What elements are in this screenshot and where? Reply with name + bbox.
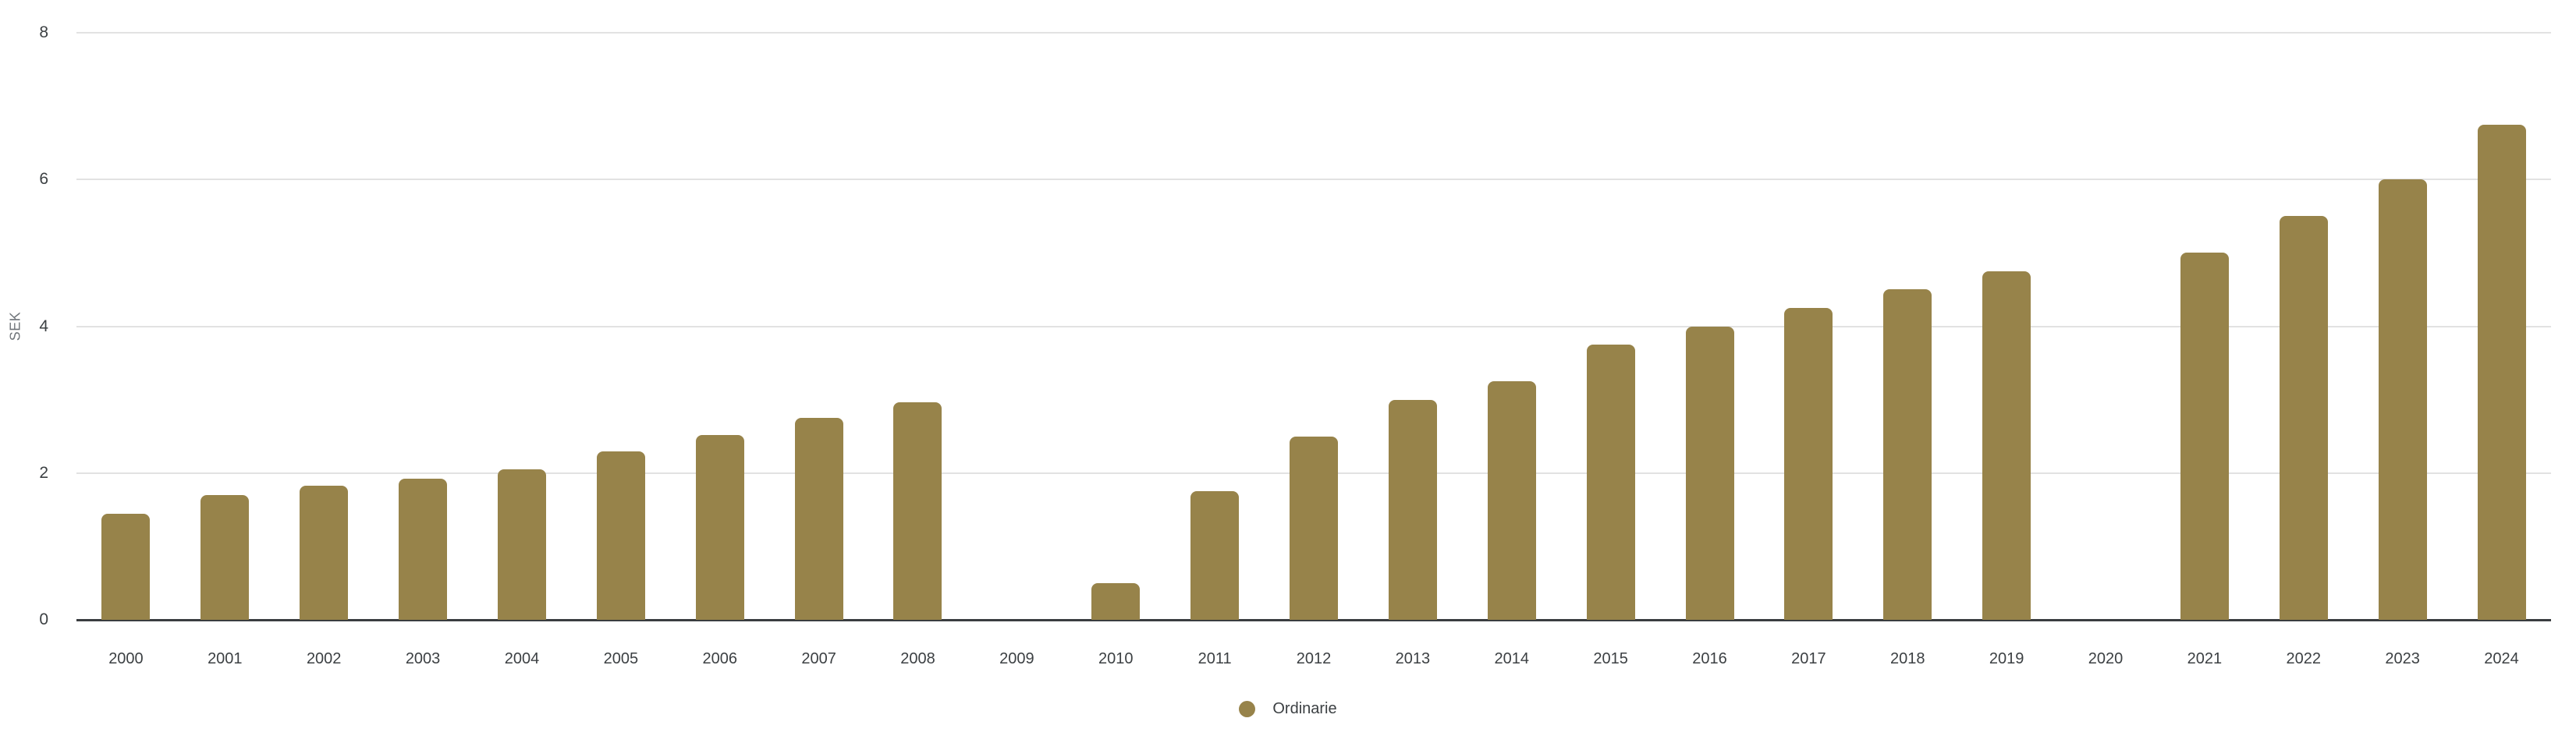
x-label-2003: 2003 [405, 650, 441, 667]
bar-2000[interactable] [101, 513, 151, 620]
x-label-2012: 2012 [1296, 650, 1332, 667]
x-label-2021: 2021 [2187, 650, 2223, 667]
x-label-2020: 2020 [2088, 650, 2124, 667]
bar-2022[interactable] [2279, 216, 2328, 620]
bar-2004[interactable] [497, 469, 546, 620]
bar-2019[interactable] [1982, 271, 2031, 620]
bar-2016[interactable] [1685, 326, 1734, 620]
x-label-2019: 2019 [1989, 650, 2024, 667]
y-tick-4: 4 [39, 317, 48, 335]
bar-2012[interactable] [1290, 436, 1338, 620]
x-label-2011: 2011 [1198, 650, 1232, 667]
legend-color-dot [1239, 701, 1256, 717]
x-label-2017: 2017 [1791, 650, 1826, 667]
gridline-4 [76, 325, 2551, 327]
x-label-2008: 2008 [900, 650, 935, 667]
x-axis-line [76, 619, 2551, 621]
x-label-2023: 2023 [2385, 650, 2420, 667]
bar-2005[interactable] [596, 451, 645, 620]
x-label-2002: 2002 [306, 650, 342, 667]
bar-2006[interactable] [695, 434, 744, 620]
bar-2013[interactable] [1388, 399, 1437, 620]
bar-2008[interactable] [893, 402, 942, 620]
x-label-2007: 2007 [801, 650, 836, 667]
x-label-2010: 2010 [1098, 650, 1134, 667]
x-label-2014: 2014 [1494, 650, 1530, 667]
bar-2011[interactable] [1190, 491, 1240, 620]
gridline-6 [76, 179, 2551, 181]
bar-2014[interactable] [1487, 381, 1536, 620]
gridline-8 [76, 32, 2551, 34]
bar-2017[interactable] [1784, 307, 1833, 620]
bar-2002[interactable] [300, 485, 349, 620]
x-label-2013: 2013 [1395, 650, 1431, 667]
x-label-2022: 2022 [2286, 650, 2322, 667]
x-label-2006: 2006 [702, 650, 737, 667]
bar-2010[interactable] [1091, 582, 1141, 620]
x-label-2009: 2009 [999, 650, 1034, 667]
x-label-2001: 2001 [208, 650, 243, 667]
bar-2007[interactable] [794, 418, 843, 620]
bar-2001[interactable] [200, 494, 250, 620]
x-label-2004: 2004 [504, 650, 540, 667]
y-tick-2: 2 [39, 463, 48, 482]
bar-2023[interactable] [2378, 179, 2427, 620]
legend-item-ordinarie[interactable]: Ordinarie [1239, 700, 1337, 718]
x-label-2015: 2015 [1593, 650, 1628, 667]
x-label-2005: 2005 [603, 650, 639, 667]
bar-2018[interactable] [1883, 289, 1932, 620]
bar-2003[interactable] [399, 479, 448, 620]
x-label-2024: 2024 [2484, 650, 2519, 667]
y-tick-0: 0 [39, 610, 48, 628]
y-tick-8: 8 [39, 23, 48, 41]
x-label-2016: 2016 [1692, 650, 1727, 667]
bar-2021[interactable] [2180, 253, 2229, 620]
x-label-2000: 2000 [108, 650, 144, 667]
x-label-2018: 2018 [1890, 650, 1925, 667]
y-tick-6: 6 [39, 170, 48, 189]
bar-2024[interactable] [2477, 124, 2526, 620]
y-axis-title: SEK [7, 311, 23, 341]
bar-2015[interactable] [1586, 345, 1635, 620]
legend-label: Ordinarie [1272, 700, 1337, 717]
chart-legend: Ordinarie [0, 700, 2576, 718]
